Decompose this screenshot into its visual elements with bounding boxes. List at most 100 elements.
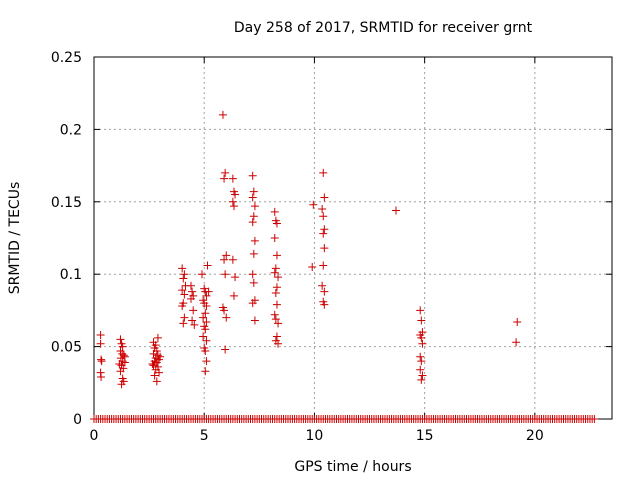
data-point (150, 371, 159, 380)
x-tick-label: 5 (200, 428, 209, 444)
data-point (202, 291, 211, 300)
y-tick-label: 0.1 (60, 267, 82, 283)
x-tick-label: 20 (526, 428, 544, 444)
y-tick-label: 0.15 (51, 195, 82, 211)
data-point (199, 332, 208, 341)
data-point (180, 290, 189, 299)
data-point (417, 357, 426, 366)
data-point (189, 306, 198, 315)
data-point (229, 291, 238, 300)
data-point (274, 319, 283, 328)
data-point (218, 110, 227, 119)
data-point (97, 355, 106, 364)
data-point (201, 309, 210, 318)
data-point (272, 300, 281, 309)
y-tick-label: 0 (73, 412, 82, 428)
data-point (180, 313, 189, 322)
data-point (117, 380, 126, 389)
data-point (272, 332, 281, 341)
data-point (270, 207, 279, 216)
chart-title: Day 258 of 2017, SRMTID for receiver grn… (234, 20, 533, 36)
data-point (416, 306, 425, 315)
data-point (202, 302, 211, 311)
x-tick-label: 0 (90, 428, 99, 444)
data-point (417, 375, 426, 384)
data-point (178, 264, 187, 273)
y-tick-label: 0.25 (51, 50, 82, 66)
data-point (248, 171, 257, 180)
data-point (513, 317, 522, 326)
data-point (272, 283, 281, 292)
data-point (222, 313, 231, 322)
data-point (155, 368, 164, 377)
data-point (199, 313, 208, 322)
data-point (115, 359, 124, 368)
data-point (201, 325, 210, 334)
data-point (391, 206, 400, 215)
data-point (512, 338, 521, 347)
plot-frame (93, 56, 613, 420)
data-point (416, 365, 425, 374)
data-point (272, 251, 281, 260)
data-point (249, 212, 258, 221)
data-point (204, 287, 213, 296)
data-point (120, 352, 129, 361)
data-point (248, 193, 257, 202)
data-point (228, 197, 237, 206)
data-point (229, 202, 238, 211)
data-point (222, 251, 231, 260)
grid-lines (94, 57, 612, 419)
data-point (179, 274, 188, 283)
data-point (249, 249, 258, 258)
data-point (228, 174, 237, 183)
data-point (318, 281, 327, 290)
data-points (96, 110, 522, 389)
data-point (149, 349, 158, 358)
data-point (188, 316, 197, 325)
data-point (418, 371, 427, 380)
data-point (179, 319, 188, 328)
data-point (320, 300, 329, 309)
x-tick-label: 10 (306, 428, 324, 444)
data-point (202, 317, 211, 326)
data-point (188, 287, 197, 296)
data-point (178, 302, 187, 311)
y-tick-label: 0.2 (60, 122, 82, 138)
data-point (231, 190, 240, 199)
data-point (201, 367, 210, 376)
axis-ticks: 0 5 10 15 20 0 0.05 0.1 0.15 0.2 0.25 (51, 50, 612, 444)
data-point (319, 212, 328, 221)
data-point (202, 357, 211, 366)
data-point (203, 261, 212, 270)
data-point (309, 200, 318, 209)
data-point (320, 287, 329, 296)
data-point (319, 168, 328, 177)
data-point (118, 342, 127, 351)
data-point (153, 333, 162, 342)
data-point (149, 361, 158, 370)
x-tick-label: 15 (416, 428, 434, 444)
data-point (319, 261, 328, 270)
data-point (231, 273, 240, 282)
data-point (308, 262, 317, 271)
y-tick-label: 0.05 (51, 340, 82, 356)
data-point (274, 339, 283, 348)
data-point (320, 244, 329, 253)
zero-point (590, 415, 599, 423)
data-point (116, 367, 125, 376)
data-point (221, 270, 230, 279)
data-point (96, 331, 105, 340)
data-point (228, 255, 237, 264)
data-point (249, 278, 258, 287)
data-point (250, 202, 259, 211)
data-point (178, 286, 187, 295)
data-point (220, 174, 229, 183)
data-point (156, 352, 165, 361)
data-point (116, 335, 125, 344)
data-point (418, 339, 427, 348)
data-point (190, 320, 199, 329)
data-point (96, 339, 105, 348)
data-point (152, 377, 161, 386)
data-point (320, 193, 329, 202)
data-point (417, 316, 426, 325)
